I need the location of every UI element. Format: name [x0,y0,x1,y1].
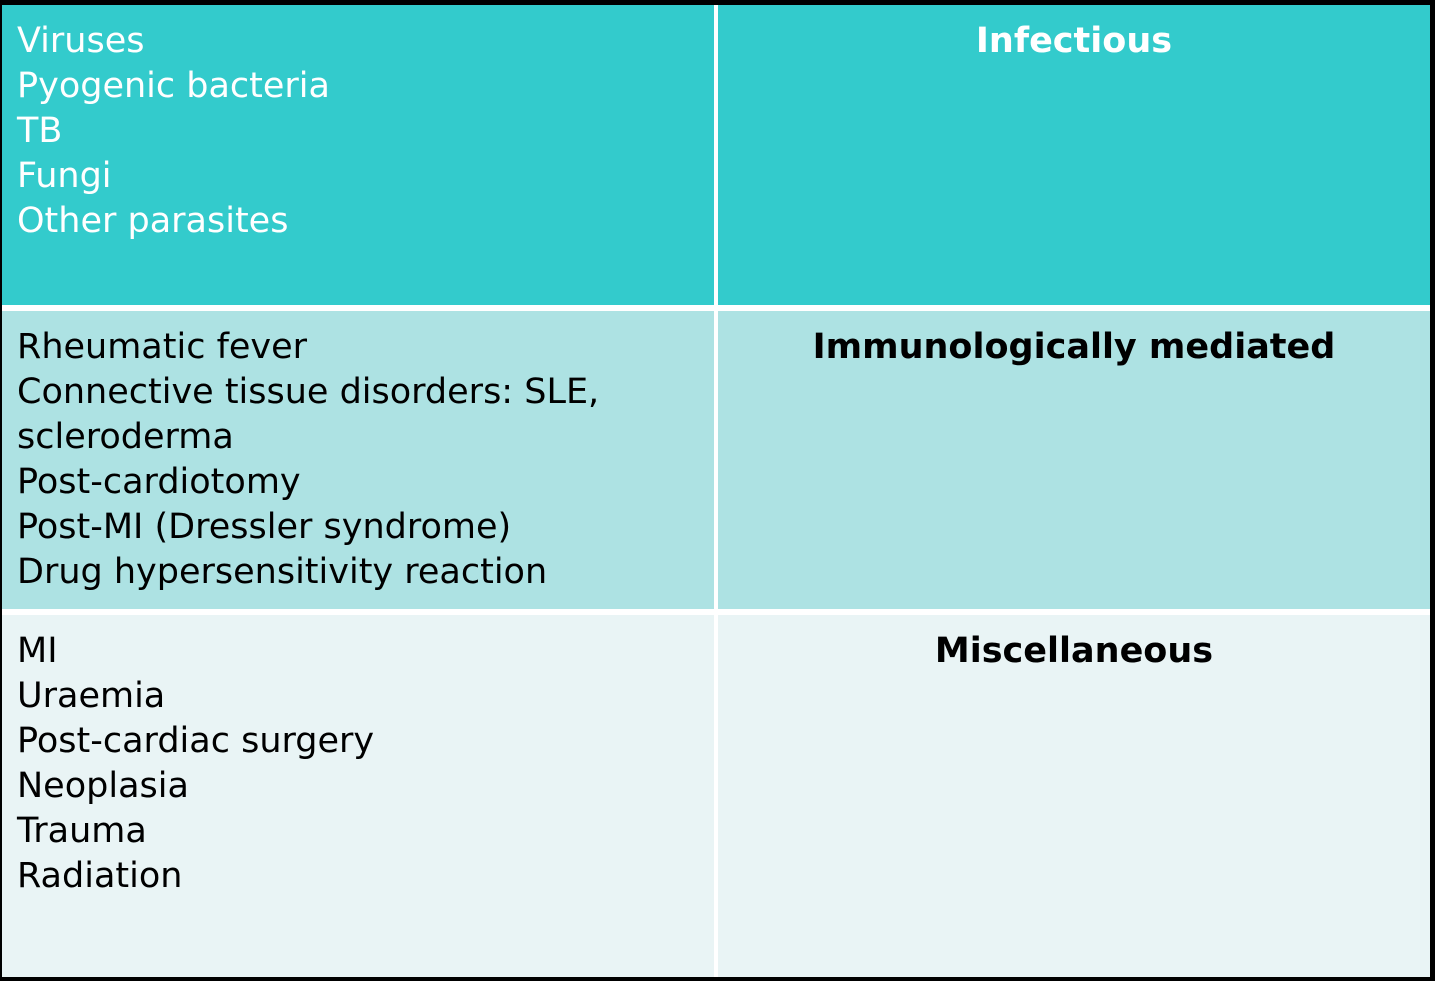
category-label: Miscellaneous [934,631,1214,671]
cause-item: Fungi [17,156,112,196]
cause-item: Connective tissue disorders: SLE, [17,372,600,412]
category-cell-infectious: Infectious [718,5,1430,305]
cause-item: MI [17,631,58,671]
causes-cell-miscellaneous: MI Uraemia Post-cardiac surgery Neoplasi… [2,615,714,977]
category-cell-immunological: Immunologically mediated [718,311,1430,609]
category-label: Immunologically mediated [812,327,1336,367]
cause-item: scleroderma [17,417,234,457]
cause-item: Uraemia [17,676,166,716]
cause-item: TB [17,111,63,151]
cause-item: Other parasites [17,201,289,241]
cause-item: Viruses [17,21,145,61]
cause-item: Trauma [17,811,147,851]
category-label: Infectious [975,21,1173,61]
causes-table: Viruses Pyogenic bacteria TB Fungi Other… [2,5,1430,977]
causes-cell-immunological: Rheumatic fever Connective tissue disord… [2,311,714,609]
causes-cell-infectious: Viruses Pyogenic bacteria TB Fungi Other… [2,5,714,305]
cause-item: Pyogenic bacteria [17,66,330,106]
cause-item: Post-cardiac surgery [17,721,375,761]
cause-item: Radiation [17,856,183,896]
cause-item: Rheumatic fever [17,327,308,367]
cause-item: Post-cardiotomy [17,462,301,502]
cause-item: Drug hypersensitivity reaction [17,552,548,592]
cause-item: Neoplasia [17,766,189,806]
category-cell-miscellaneous: Miscellaneous [718,615,1430,977]
cause-item: Post-MI (Dressler syndrome) [17,507,512,547]
